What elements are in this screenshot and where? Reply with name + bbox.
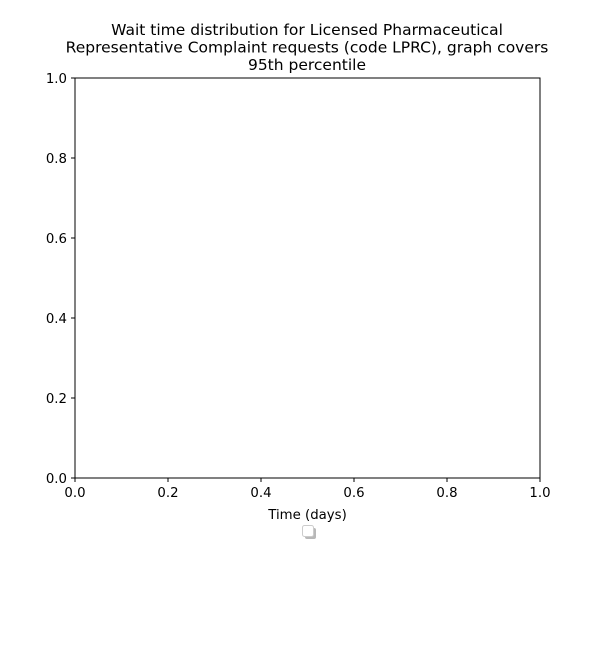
y-tick-label: 0.4 [46, 312, 67, 327]
plot-area [74, 77, 541, 479]
x-tick-label: 0.2 [157, 486, 178, 501]
y-tick-label: 0.0 [46, 472, 67, 487]
chart-title-line: Wait time distribution for Licensed Phar… [111, 21, 503, 39]
y-tick-label: 0.2 [46, 392, 67, 407]
x-axis: 0.0 0.2 0.4 0.6 0.8 1.0 [64, 478, 551, 501]
chart-title-line: 95th percentile [248, 56, 366, 74]
y-tick-label: 0.6 [46, 232, 67, 247]
legend-box [302, 525, 314, 537]
x-axis-label: Time (days) [267, 508, 347, 523]
y-axis: 0.0 0.2 0.4 0.6 0.8 1.0 [46, 72, 75, 487]
x-tick-label: 0.4 [250, 486, 271, 501]
y-tick-label: 0.8 [46, 152, 67, 167]
x-tick-label: 0.0 [64, 486, 85, 501]
y-tick-label: 1.0 [46, 72, 67, 87]
chart-title-line: Representative Complaint requests (code … [66, 39, 549, 57]
chart-title: Wait time distribution for Licensed Phar… [66, 21, 549, 74]
legend [302, 525, 316, 539]
x-tick-label: 0.8 [436, 486, 457, 501]
x-tick-label: 0.6 [343, 486, 364, 501]
x-tick-label: 1.0 [529, 486, 550, 501]
